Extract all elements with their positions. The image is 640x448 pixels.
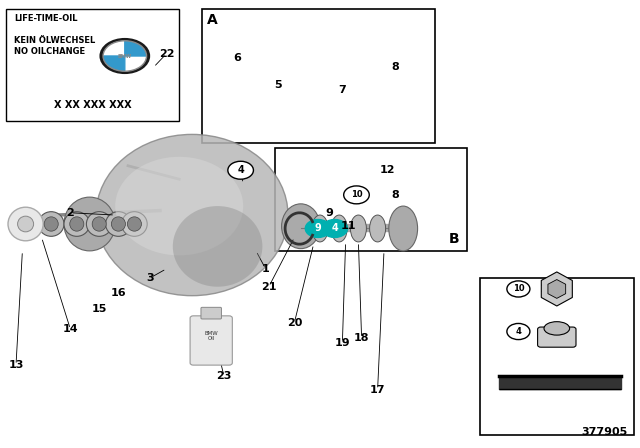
- Text: 5: 5: [275, 80, 282, 90]
- Text: 9: 9: [326, 208, 333, 218]
- Ellipse shape: [92, 217, 106, 231]
- Polygon shape: [548, 280, 566, 298]
- FancyBboxPatch shape: [538, 327, 576, 347]
- Text: 16: 16: [111, 289, 126, 298]
- Circle shape: [228, 161, 253, 179]
- Ellipse shape: [86, 212, 112, 237]
- Ellipse shape: [18, 216, 34, 232]
- Circle shape: [104, 41, 146, 71]
- FancyBboxPatch shape: [480, 278, 634, 435]
- Ellipse shape: [106, 212, 131, 237]
- Circle shape: [100, 39, 149, 73]
- Wedge shape: [104, 41, 125, 56]
- Ellipse shape: [370, 215, 385, 242]
- Ellipse shape: [70, 217, 84, 231]
- Ellipse shape: [312, 215, 328, 242]
- Ellipse shape: [127, 217, 141, 231]
- Circle shape: [322, 220, 348, 237]
- Text: BMW: BMW: [118, 53, 132, 59]
- Text: 4: 4: [543, 327, 551, 336]
- Wedge shape: [125, 56, 146, 71]
- Text: 11: 11: [341, 221, 356, 231]
- Circle shape: [305, 220, 331, 237]
- Ellipse shape: [173, 206, 262, 287]
- Ellipse shape: [38, 212, 64, 237]
- Text: 20: 20: [287, 318, 302, 327]
- FancyBboxPatch shape: [190, 316, 232, 365]
- Ellipse shape: [44, 217, 58, 231]
- Text: 12: 12: [380, 165, 395, 175]
- Text: LIFE-TIME-OIL: LIFE-TIME-OIL: [14, 14, 77, 23]
- Text: 10: 10: [513, 284, 524, 293]
- Text: 19: 19: [335, 338, 350, 348]
- Ellipse shape: [8, 207, 44, 241]
- Ellipse shape: [111, 217, 125, 231]
- Text: 22: 22: [159, 49, 174, 59]
- Ellipse shape: [544, 322, 570, 335]
- Ellipse shape: [282, 204, 320, 249]
- Text: B: B: [449, 232, 460, 246]
- Wedge shape: [104, 56, 125, 71]
- Text: 17: 17: [370, 385, 385, 395]
- Ellipse shape: [332, 215, 348, 242]
- Text: X XX XXX XXX: X XX XXX XXX: [54, 100, 132, 110]
- Text: 4: 4: [515, 327, 522, 336]
- Text: 9: 9: [315, 224, 321, 233]
- Ellipse shape: [389, 206, 417, 251]
- Text: A: A: [207, 13, 218, 26]
- Text: 14: 14: [63, 324, 78, 334]
- Polygon shape: [541, 272, 572, 306]
- FancyBboxPatch shape: [6, 9, 179, 121]
- Text: 10: 10: [540, 284, 555, 294]
- Text: 2: 2: [67, 208, 74, 218]
- Ellipse shape: [64, 197, 115, 251]
- Ellipse shape: [96, 134, 288, 296]
- Text: 23: 23: [216, 371, 232, 381]
- Text: 13: 13: [8, 360, 24, 370]
- Ellipse shape: [122, 212, 147, 237]
- Text: 8: 8: [391, 190, 399, 200]
- Text: 4: 4: [237, 165, 244, 175]
- Text: 18: 18: [354, 333, 369, 343]
- Text: 15: 15: [92, 304, 107, 314]
- Ellipse shape: [351, 215, 367, 242]
- Text: 1: 1: [262, 264, 269, 274]
- FancyBboxPatch shape: [275, 148, 467, 251]
- Text: 3: 3: [147, 273, 154, 283]
- FancyBboxPatch shape: [202, 9, 435, 143]
- Text: BMW
Oil: BMW Oil: [204, 331, 218, 341]
- Text: NO OILCHANGE: NO OILCHANGE: [14, 47, 85, 56]
- Text: 21: 21: [261, 282, 276, 292]
- Circle shape: [344, 186, 369, 204]
- Text: 6: 6: [233, 53, 241, 63]
- Text: 7: 7: [339, 85, 346, 95]
- Text: 4: 4: [332, 224, 338, 233]
- Text: KEIN ÖLWECHSEL: KEIN ÖLWECHSEL: [14, 36, 95, 45]
- Text: 377905: 377905: [581, 427, 627, 437]
- Circle shape: [507, 323, 530, 340]
- Ellipse shape: [64, 212, 90, 237]
- Wedge shape: [125, 41, 146, 56]
- Circle shape: [507, 281, 530, 297]
- FancyBboxPatch shape: [201, 307, 221, 319]
- Text: 10: 10: [351, 190, 362, 199]
- Ellipse shape: [115, 157, 243, 255]
- Text: 8: 8: [391, 62, 399, 72]
